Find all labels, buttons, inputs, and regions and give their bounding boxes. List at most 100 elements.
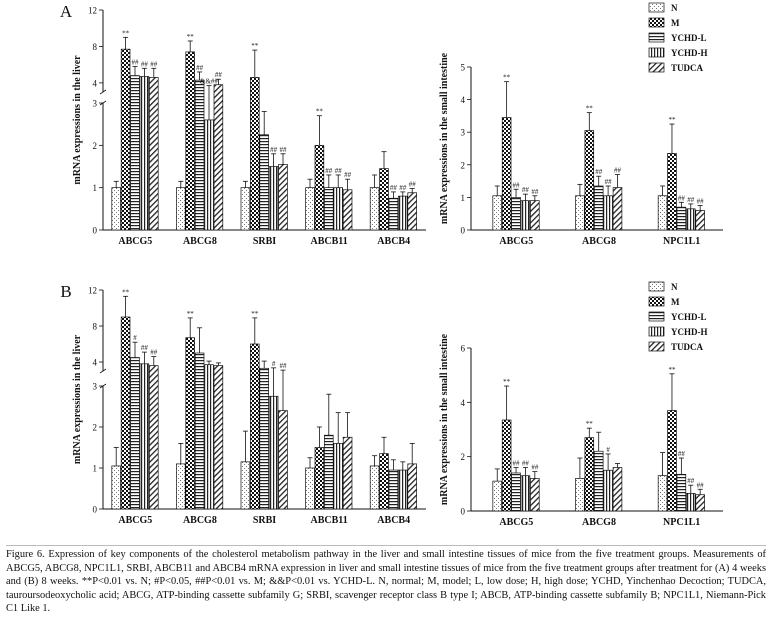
- bar-A-abcg8-n: [176, 187, 186, 231]
- bar-B-srbi-n: [240, 461, 251, 510]
- bar-A-abcg5-tudca: [149, 77, 159, 231]
- bar-B-abcb4-m: [379, 453, 389, 510]
- significance-label-A-abcg5-m: **: [503, 74, 511, 82]
- significance-label-A-abcg8-m: **: [586, 105, 594, 113]
- axis-break-mark-B: [99, 368, 107, 374]
- significance-label-B-abcg8-ychd-h: #: [606, 446, 610, 454]
- significance-label-A-abcg8-tudca: ##: [614, 167, 622, 175]
- bar-B-npc1l1-ychd-h: [686, 492, 696, 512]
- legend-label-B-n: N: [671, 282, 678, 292]
- y-tick-label-B-intestine: 4: [461, 398, 466, 408]
- legend-label-B-tudca: TUDCA: [671, 342, 704, 352]
- significance-label-B-abcg5-ychd-h: ##: [141, 344, 149, 352]
- significance-label-B-npc1l1-m: **: [668, 366, 676, 374]
- bar-A-abcb11-ychd-l: [324, 187, 334, 231]
- bar-A-npc1l1-ychd-l: [676, 206, 687, 231]
- bar-A-abcb11-m: [314, 144, 325, 231]
- y-tick-label-A-liver: 2: [93, 141, 98, 151]
- bar-A-npc1l1-n: [657, 195, 668, 231]
- bar-A-abcg5-ychd-h: [139, 76, 150, 231]
- x-tick-label-B-abcg5: ABCG5: [118, 515, 152, 526]
- x-tick-label-A-npc1l1: NPC1L1: [663, 236, 700, 247]
- significance-label-A-abcb4-ychd-l: ##: [390, 184, 398, 192]
- x-tick-label-A-abcb11: ABCB11: [310, 236, 347, 247]
- y-tick-label-B-liver: 12: [88, 286, 97, 296]
- legend-swatch-A-n: [648, 2, 665, 13]
- bar-A-npc1l1-tudca: [695, 210, 705, 231]
- x-tick-label-B-abcg8: ABCG8: [183, 515, 217, 526]
- y-tick-label-B-intestine: 2: [461, 452, 466, 462]
- bar-B-abcb11-n: [305, 467, 315, 510]
- bar-B-abcg8-m: [584, 437, 595, 512]
- significance-label-A-abcg8-ychd-l: ##: [595, 168, 603, 176]
- significance-label-A-abcg8-ychd-l: ##: [196, 64, 204, 72]
- bar-A-abcg5-m: [501, 117, 512, 231]
- panel-letter-B: B: [60, 282, 71, 301]
- significance-label-A-npc1l1-ychd-h: ##: [687, 196, 695, 204]
- x-tick-label-A-abcg5: ABCG5: [499, 236, 533, 247]
- significance-label-A-abcb4-ychd-h: ##: [399, 184, 407, 192]
- y-tick-label-A-liver: 0: [93, 226, 98, 236]
- y-axis-title-B-liver: mRNA expressions in the liver: [72, 334, 83, 464]
- y-axis-title-A-liver: mRNA expressions in the liver: [72, 55, 83, 185]
- bar-B-srbi-tudca: [278, 410, 288, 510]
- significance-label-A-abcg5-tudca: ##: [531, 188, 539, 196]
- bar-B-abcg5-ychd-l: [130, 357, 140, 510]
- bar-A-abcg5-ychd-h: [520, 200, 531, 231]
- significance-label-A-abcb11-m: **: [316, 108, 324, 116]
- legend-label-A-ychd-l: YCHD-L: [671, 33, 707, 43]
- y-tick-label-B-liver: 0: [93, 505, 98, 515]
- x-tick-label-B-abcg5: ABCG5: [499, 517, 533, 528]
- bar-B-abcg8-ychd-h: [204, 364, 214, 510]
- bar-B-abcb4-ychd-l: [388, 469, 399, 510]
- x-tick-label-A-abcb4: ABCB4: [377, 236, 410, 247]
- x-tick-label-B-abcb4: ABCB4: [377, 515, 410, 526]
- x-tick-label-A-srbi: SRBI: [253, 236, 276, 247]
- panel-letter-A: A: [60, 2, 73, 21]
- bar-A-abcb4-m: [379, 168, 389, 231]
- bar-A-abcg5-n: [492, 195, 502, 231]
- y-tick-label-B-liver: 8: [93, 322, 98, 332]
- significance-label-A-abcg5-ychd-l: ##: [132, 58, 140, 66]
- bar-A-srbi-tudca: [278, 164, 288, 231]
- bar-A-npc1l1-ychd-h: [686, 208, 696, 231]
- x-tick-label-B-npc1l1: NPC1L1: [663, 517, 700, 528]
- bar-B-npc1l1-n: [657, 475, 668, 512]
- bar-B-abcg5-tudca: [149, 365, 159, 510]
- bar-A-srbi-n: [240, 187, 251, 231]
- bar-A-abcb4-ychd-h: [398, 195, 408, 231]
- bar-A-abcb4-ychd-l: [388, 197, 399, 231]
- bar-B-abcg5-ychd-h: [520, 475, 531, 512]
- bar-B-abcg5-tudca: [530, 478, 540, 512]
- y-tick-label-B-intestine: 0: [461, 507, 466, 517]
- significance-label-B-abcg5-m: **: [503, 378, 511, 386]
- bar-B-abcg8-tudca: [213, 365, 224, 510]
- x-tick-label-B-abcg8: ABCG8: [582, 517, 616, 528]
- significance-label-A-npc1l1-m: **: [668, 116, 676, 124]
- bar-B-abcg8-n: [176, 463, 186, 510]
- bar-B-abcg5-ychd-h: [139, 363, 150, 510]
- significance-label-A-npc1l1-tudca: ##: [697, 198, 705, 206]
- bar-A-abcg8-tudca: [612, 187, 623, 231]
- legend-swatch-B-n: [648, 281, 665, 292]
- bar-B-srbi-m: [250, 343, 260, 510]
- legend-swatch-B-ychd-h: [648, 326, 665, 337]
- y-tick-label-B-liver: 3: [93, 382, 98, 392]
- legend-label-B-m: M: [671, 297, 680, 307]
- legend-label-A-ychd-h: YCHD-H: [671, 48, 708, 58]
- legend-swatch-A-ychd-l: [648, 32, 665, 43]
- bar-B-npc1l1-tudca: [695, 494, 705, 512]
- figure-caption: Figure 6. Expression of key components o…: [6, 545, 766, 625]
- y-axis-title-B-intestine: mRNA expressions in the small intestine: [439, 333, 450, 505]
- y-tick-label-B-liver: 4: [93, 358, 98, 368]
- legend-label-B-ychd-h: YCHD-H: [671, 327, 708, 337]
- significance-label-B-abcg5-m: **: [122, 288, 130, 296]
- significance-label-A-abcg5-ychd-h: ##: [141, 60, 149, 68]
- y-tick-label-A-liver: 3: [93, 99, 98, 109]
- bar-B-srbi-ychd-h: [268, 395, 279, 510]
- bar-A-npc1l1-m: [667, 153, 677, 231]
- legend-label-A-tudca: TUDCA: [671, 63, 704, 73]
- bar-B-abcg8-m: [185, 337, 195, 510]
- bar-B-abcg5-m: [501, 419, 512, 512]
- y-tick-label-A-liver: 8: [93, 42, 98, 52]
